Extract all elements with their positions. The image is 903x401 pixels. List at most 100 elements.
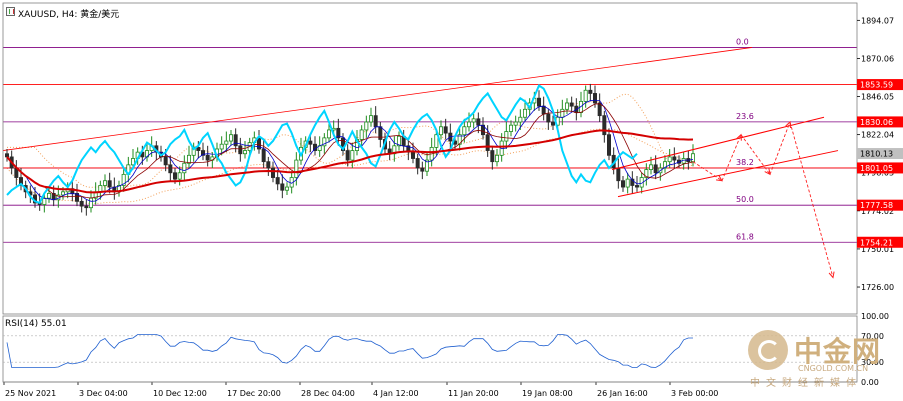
candle-body (443, 126, 448, 134)
candle-body (616, 167, 621, 182)
candle-body (224, 140, 229, 145)
cloud-span-b (6, 128, 694, 204)
candle-body (196, 146, 201, 151)
candle-body (630, 178, 635, 186)
candle-body (238, 145, 243, 155)
watermark-logo: 中金网 CNGOLD.COM.CN 中文财经新媒体 (748, 330, 898, 390)
candle-body (177, 172, 182, 180)
candle-body (513, 121, 518, 126)
candle-body (103, 180, 108, 186)
candle-body (551, 121, 556, 126)
projection-arrow-head (828, 271, 835, 279)
rsi-panel-frame (2, 315, 858, 383)
rsi-tick-label: 70.00 (861, 332, 884, 341)
candle-body (84, 205, 89, 209)
candle-body (583, 89, 588, 102)
price-tick-label: 1726.00 (861, 283, 894, 292)
time-tick-label: 11 Jan 20:00 (448, 389, 499, 398)
projection-arrow-head (785, 120, 792, 129)
price-tag-box (857, 116, 903, 128)
candle-body (364, 121, 369, 131)
candle-body (5, 153, 10, 158)
candle-body (284, 186, 289, 191)
time-tick-label: 3 Dec 04:00 (79, 389, 128, 398)
watermark-subtitle: 中文财经新媒体 (750, 378, 862, 389)
candle-body (593, 93, 598, 104)
time-tick-label: 25 Nov 2021 (5, 389, 56, 398)
price-tag-box (857, 162, 903, 174)
projection-segment (789, 121, 834, 278)
projection-segment (721, 134, 742, 181)
candle-body (625, 178, 630, 188)
rsi-tick-label: 100.00 (861, 312, 889, 321)
candle-body (569, 102, 574, 107)
channel-lower-line (617, 150, 839, 198)
time-tick-label: 26 Jan 16:00 (597, 389, 648, 398)
candle-body (345, 150, 350, 161)
price-tag-box (857, 79, 903, 91)
candle-body (242, 150, 247, 155)
price-tag-label: 1810.13 (860, 150, 893, 159)
candle-body (485, 134, 490, 151)
candle-body (42, 197, 47, 205)
candle-body (667, 156, 672, 163)
price-tick-label: 1870.06 (861, 54, 894, 63)
candle-body (597, 102, 602, 117)
candle-body (649, 164, 654, 171)
candle-body (275, 177, 280, 185)
candle-body (322, 137, 327, 147)
fib-level-label: 61.8 (736, 232, 754, 241)
candle-body (518, 116, 523, 123)
chikou-line (6, 83, 638, 205)
candle-body (565, 102, 570, 110)
candle-body (476, 118, 481, 126)
fib-level-label: 0.0 (736, 37, 749, 46)
candle-body (691, 153, 696, 163)
watermark-domain: CNGOLD.COM.CN (798, 364, 869, 373)
candle-body (653, 164, 658, 174)
fib-level-label: 23.6 (736, 112, 754, 121)
candle-body (607, 134, 612, 156)
candle-body (308, 140, 313, 145)
candle-body (350, 150, 355, 161)
candle-body (537, 97, 542, 107)
candle-body (672, 156, 677, 161)
ma-long-line (6, 129, 694, 194)
watermark-brand: 中金网 (794, 335, 882, 368)
price-tag-label: 1777.58 (860, 201, 893, 210)
candle-body (168, 164, 173, 174)
price-tick-label: 1822.04 (861, 131, 894, 140)
candle-body (602, 115, 607, 136)
candles-layer (5, 83, 696, 216)
candle-body (79, 200, 84, 207)
price-tick-label: 1846.05 (861, 93, 894, 102)
candle-body (621, 180, 626, 188)
price-tag-box (857, 148, 903, 160)
candle-body (508, 124, 513, 132)
price-tick-label: 1774.02 (861, 207, 894, 216)
projection-segment (692, 161, 723, 182)
candle-body (261, 148, 266, 163)
candle-body (89, 197, 94, 209)
candle-body (107, 180, 112, 188)
rsi-line (6, 334, 693, 368)
time-tick-label: 4 Jan 12:00 (373, 389, 419, 398)
candle-body (546, 113, 551, 123)
candle-body (635, 185, 640, 188)
candle-body (75, 193, 80, 202)
rsi-tick-label: 0.00 (861, 378, 879, 387)
price-tag-label: 1754.21 (860, 238, 893, 247)
projection-segment (740, 134, 771, 175)
candle-body (466, 121, 471, 128)
candle-body (47, 193, 52, 199)
candle-body (340, 137, 345, 151)
price-tag-label: 1830.06 (860, 118, 893, 127)
ichimoku-cloud-layer (6, 93, 694, 204)
candle-body (18, 177, 23, 186)
candle-body (490, 150, 495, 163)
candle-body (130, 158, 135, 166)
candle-body (420, 167, 425, 172)
price-tick-label: 1750.01 (861, 245, 894, 254)
price-tag-label: 1801.05 (860, 164, 893, 173)
